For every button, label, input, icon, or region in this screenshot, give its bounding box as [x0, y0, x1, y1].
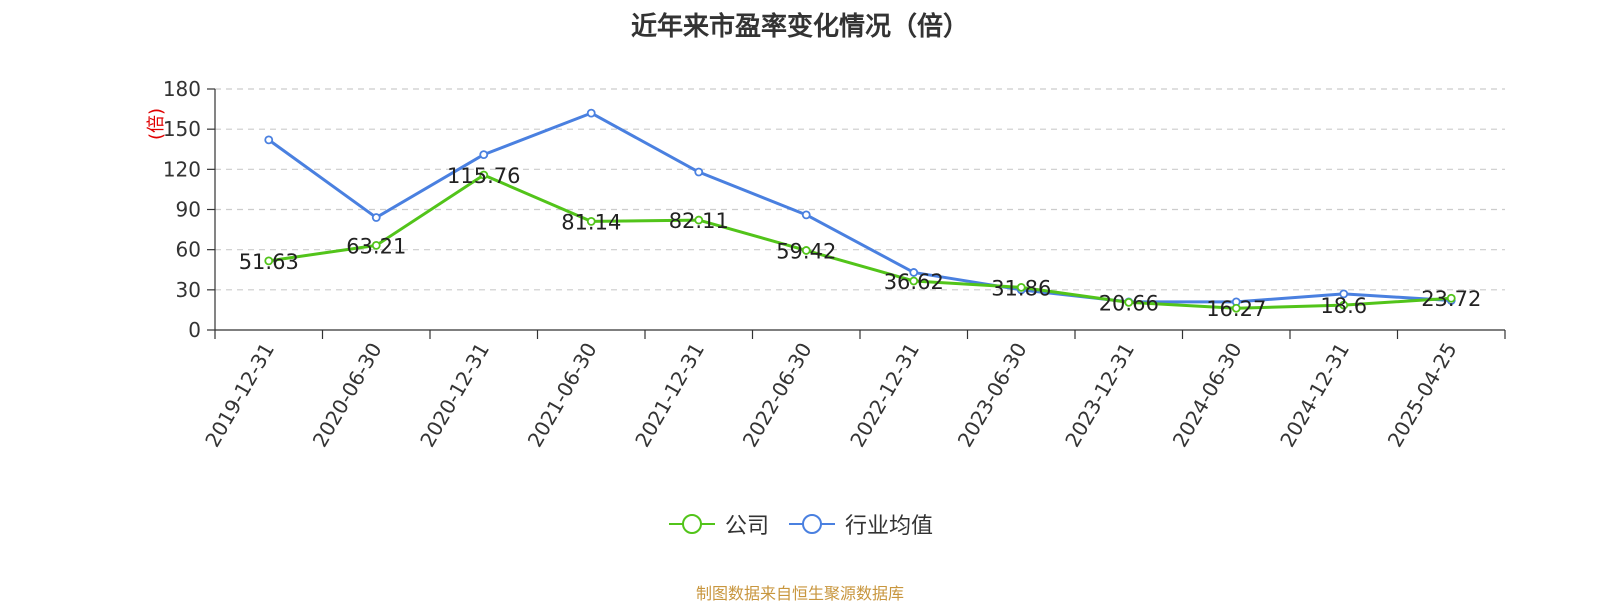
data-point-0 [694, 215, 704, 225]
data-label: 36.62 [884, 270, 944, 294]
data-point-0 [1446, 293, 1456, 303]
data-point-1 [694, 167, 704, 177]
data-point-0 [1016, 282, 1026, 292]
x-tick-label: 2022-06-30 [738, 339, 817, 452]
data-label: 23.72 [1421, 287, 1481, 311]
x-tick-label: 2023-06-30 [953, 339, 1032, 452]
data-point-0 [801, 246, 811, 255]
y-tick-label: 150 [163, 117, 201, 141]
data-label: 18.6 [1320, 294, 1367, 318]
data-label: 115.76 [447, 164, 520, 188]
x-tick-label: 2020-06-30 [308, 339, 387, 452]
legend-item-company[interactable]: 公司 [667, 508, 769, 540]
x-tick-label: 2021-12-31 [630, 339, 709, 452]
x-axis-ticks: 2019-12-31 2020-06-30 2020-12-31 2021-06-30… [200, 330, 1506, 452]
y-tick-label: 120 [163, 157, 201, 181]
x-tick-label: 2021-06-30 [523, 339, 602, 452]
data-point-1 [1339, 289, 1349, 299]
data-label: 82.11 [669, 209, 729, 233]
series-line-1 [267, 111, 1452, 304]
data-point-1 [479, 150, 489, 160]
data-point-1 [801, 210, 811, 220]
data-point-0 [909, 276, 919, 286]
y-axis-ticks: 0 30 60 90 120 150 180 [163, 77, 215, 342]
data-point-1 [586, 108, 596, 118]
axes [214, 89, 1505, 331]
x-tick-label: 2019-12-31 [200, 339, 279, 452]
legend: 公司 行业均值 [0, 508, 1600, 540]
data-point-1 [371, 213, 381, 222]
data-label: 59.42 [776, 239, 836, 263]
data-label: 51.63 [239, 250, 299, 274]
legend-line-circle-icon [789, 514, 835, 534]
legend-label-industry-average: 行业均值 [845, 514, 934, 539]
y-tick-label: 0 [188, 318, 201, 342]
chart-title: 近年来市盈率变化情况（倍） [630, 12, 969, 42]
y-tick-label: 180 [163, 77, 201, 101]
y-axis-label: (倍) [146, 108, 167, 140]
data-point-0 [1124, 297, 1134, 307]
y-tick-label: 30 [176, 278, 201, 302]
legend-label-company: 公司 [724, 514, 769, 539]
source-note: 制图数据来自恒生聚源数据库 [695, 584, 904, 603]
data-point-0 [586, 216, 596, 226]
data-point-0 [1231, 303, 1241, 313]
legend-line-circle-icon [668, 514, 715, 534]
data-point-0 [1339, 300, 1349, 310]
data-point-1 [264, 135, 274, 145]
data-point-0 [479, 170, 489, 180]
data-point-1 [909, 268, 919, 277]
data-label: 31.86 [991, 276, 1051, 300]
data-label: 63.21 [346, 234, 406, 258]
y-tick-label: 60 [176, 238, 201, 262]
series-layer [264, 108, 1456, 313]
data-label: 16.27 [1206, 297, 1266, 321]
x-tick-label: 2022-12-31 [845, 339, 924, 452]
x-tick-label: 2023-12-31 [1060, 339, 1139, 452]
data-labels: 51.63 63.21 115.76 81.14 82.11 59.42 36.62 31.8… [239, 164, 1482, 321]
series-line-0 [268, 173, 1452, 310]
x-tick-label: 2024-12-31 [1275, 339, 1354, 452]
x-tick-label: 2020-12-31 [415, 339, 494, 452]
x-tick-label: 2025-04-25 [1383, 339, 1462, 452]
x-tick-label: 2024-06-30 [1168, 339, 1247, 452]
grid-lines [215, 88, 1505, 291]
data-label: 81.14 [561, 210, 621, 234]
data-point-0 [264, 256, 274, 266]
y-tick-label: 90 [176, 198, 201, 222]
data-point-0 [371, 240, 381, 250]
legend-item-industry-average[interactable]: 行业均值 [787, 508, 933, 540]
data-label: 20.66 [1099, 291, 1159, 315]
